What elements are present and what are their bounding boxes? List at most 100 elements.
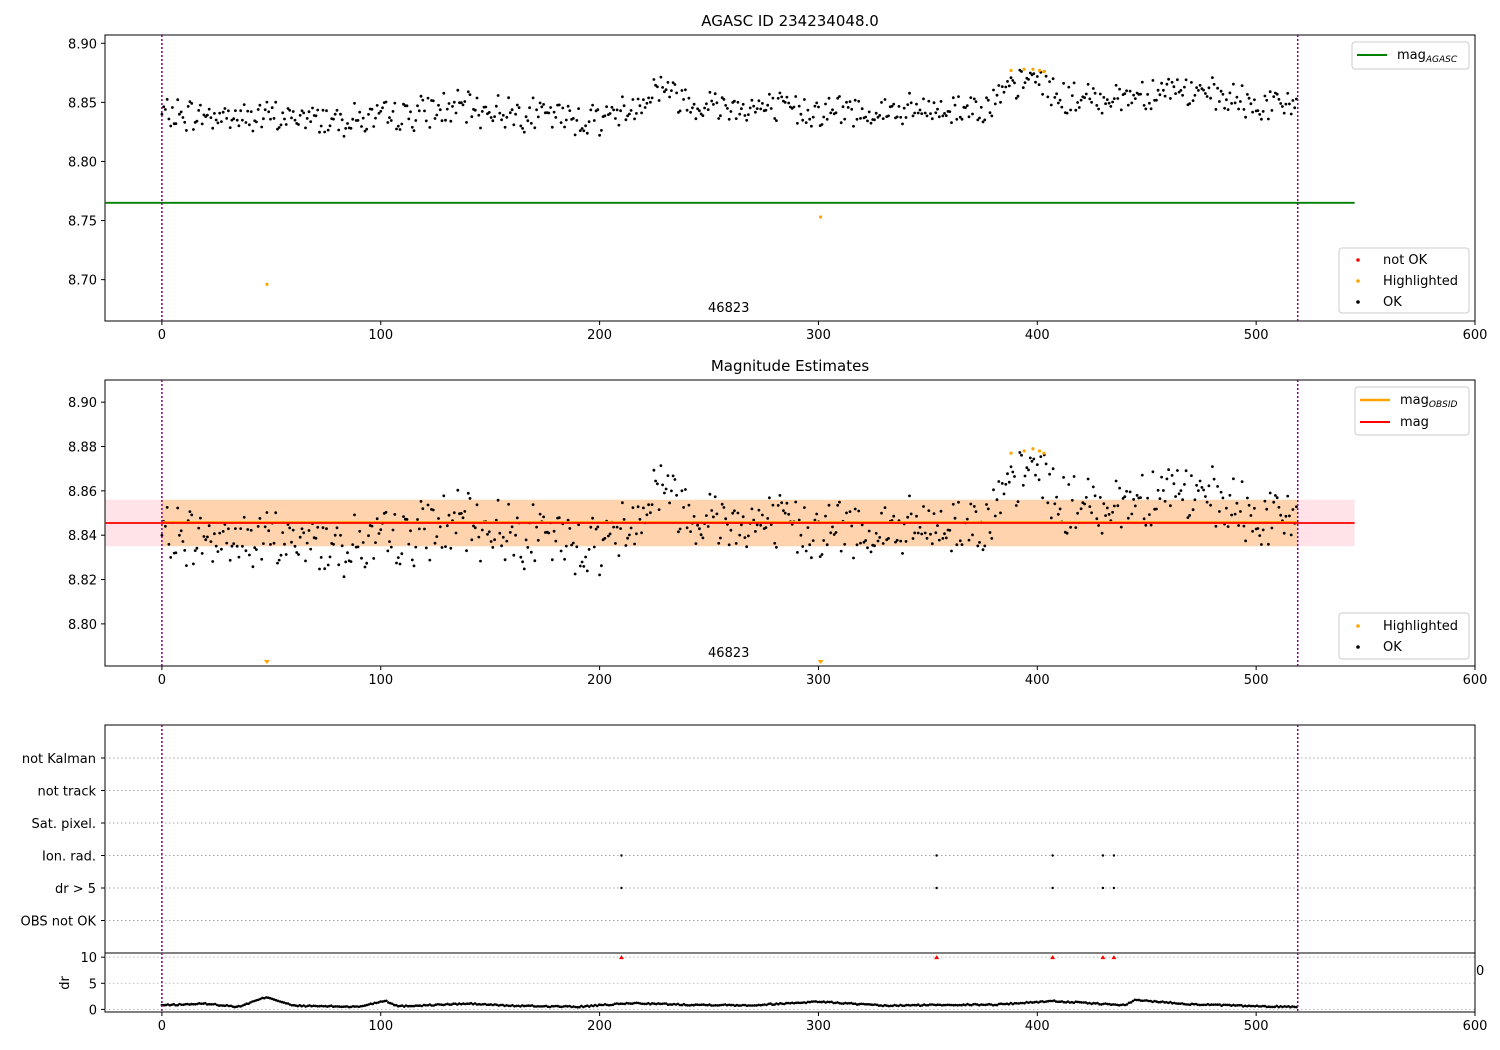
ok-point (325, 109, 328, 113)
ok-point (1037, 478, 1041, 482)
ok-point (633, 117, 636, 121)
ok-point (1011, 470, 1015, 474)
ok-point (827, 503, 831, 507)
ok-point (803, 98, 806, 101)
dr-point (749, 1004, 753, 1007)
ok-point (512, 553, 516, 557)
ok-point (1133, 504, 1137, 508)
dr-point (662, 1002, 666, 1005)
dr-point (1281, 1005, 1284, 1009)
ok-point (804, 121, 808, 124)
dr-point (1011, 1002, 1015, 1006)
panel-magnitude-estimates: Magnitude Estimates 0 100 200 300 400 500 6008… (68, 357, 1487, 688)
ok-point (1034, 80, 1037, 84)
ok-point (1225, 98, 1228, 102)
ok-point (1097, 107, 1100, 111)
dr-point (229, 1004, 233, 1008)
ok-point (656, 482, 659, 486)
ok-point (507, 502, 510, 506)
ok-point (659, 75, 663, 79)
ok-point (787, 101, 791, 105)
ok-point (391, 528, 395, 532)
ok-point (993, 102, 997, 106)
dr-point (794, 1001, 798, 1005)
ok-point (908, 494, 911, 498)
ok-point (529, 121, 533, 125)
ok-point (435, 535, 439, 538)
dr-point (875, 1003, 879, 1007)
ok-point (582, 129, 586, 133)
dr-point (367, 1003, 371, 1006)
ok-point (705, 102, 708, 106)
ok-point (1011, 79, 1015, 82)
ok-point (1291, 99, 1295, 102)
ok-point (831, 525, 834, 529)
ok-point (605, 105, 608, 109)
ok-point (508, 531, 512, 534)
ok-point (1041, 92, 1044, 96)
ok-point (241, 118, 244, 122)
dr-point (851, 1002, 855, 1006)
ok-point (531, 503, 535, 506)
ok-point (815, 512, 819, 516)
ok-point (379, 528, 383, 532)
ok-point (740, 107, 743, 111)
ok-point (874, 531, 878, 535)
ok-point (451, 105, 454, 108)
ok-point (185, 129, 188, 132)
ok-point (985, 503, 988, 506)
ok-point (305, 541, 309, 545)
dr-point (645, 1002, 648, 1006)
ok-point (1160, 475, 1163, 479)
y-tick-label: 8.85 (68, 96, 97, 111)
ok-point (937, 538, 941, 542)
ok-point (768, 92, 771, 96)
ok-point (400, 552, 404, 556)
ok-point (981, 120, 985, 124)
ok-point (951, 96, 955, 100)
dr-point (1017, 1002, 1020, 1005)
ok-point (209, 116, 213, 119)
ok-point (587, 120, 591, 124)
dr-point (981, 1003, 985, 1007)
dr-point (918, 1004, 922, 1008)
ok-point (820, 553, 824, 556)
dr-point (523, 1004, 526, 1008)
ok-point (722, 506, 726, 509)
ok-point (1232, 82, 1235, 86)
ok-point (386, 121, 390, 124)
ok-point (1128, 89, 1132, 93)
x-tick-label: 0 (158, 1019, 166, 1034)
ok-point (775, 545, 778, 549)
x-tick-label: 500 (1244, 1019, 1269, 1034)
ok-point (1048, 472, 1051, 476)
ok-point (421, 507, 425, 511)
ok-point (1034, 473, 1037, 477)
ok-point (776, 504, 780, 507)
dr-point (718, 1004, 721, 1007)
ok-point (859, 117, 862, 120)
ok-point (920, 112, 924, 115)
dr-point (1243, 1004, 1247, 1008)
ok-point (1191, 99, 1195, 102)
ok-point (207, 107, 211, 111)
ok-point (958, 115, 962, 119)
dr-point (320, 1004, 323, 1008)
flag-label: Ion. rad. (42, 850, 96, 865)
dr-point (1043, 1000, 1046, 1004)
dr-point (830, 1000, 833, 1004)
ok-point (878, 536, 882, 539)
ok-point (248, 123, 251, 127)
ok-point (617, 123, 621, 127)
dr-point (1202, 1003, 1206, 1007)
x-tick-label: 300 (806, 673, 831, 688)
dr-point (227, 1004, 231, 1008)
ok-point (715, 512, 719, 516)
ok-point (696, 523, 699, 527)
ok-point (895, 538, 899, 542)
dr-point (406, 1004, 410, 1008)
ok-point (1030, 459, 1034, 463)
ok-point (272, 117, 276, 120)
ok-point (216, 550, 220, 553)
dr-point (1035, 1000, 1038, 1004)
